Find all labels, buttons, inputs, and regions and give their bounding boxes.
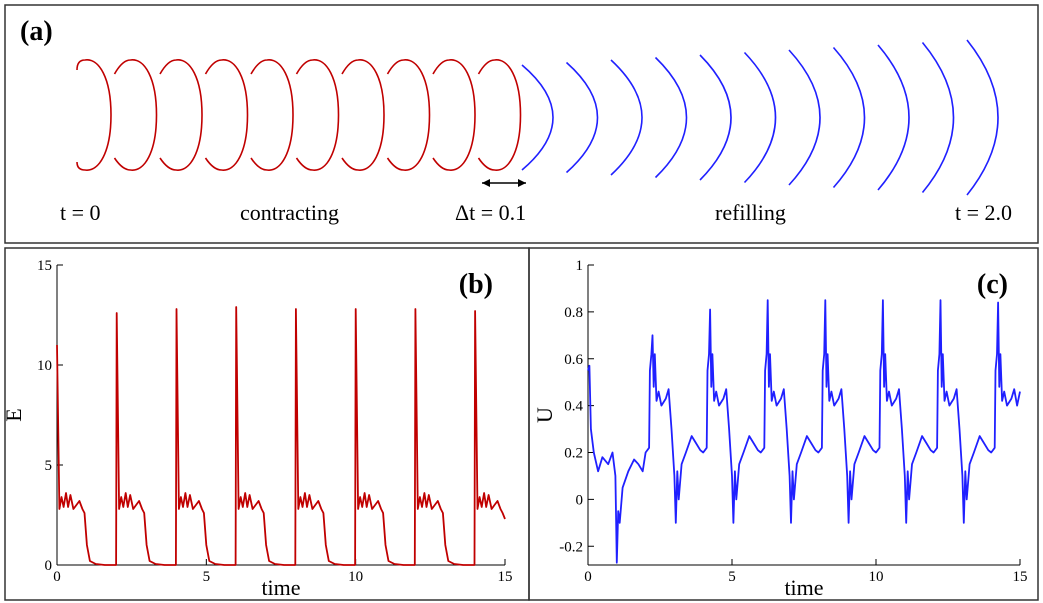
y-tick-label: 0.4 (564, 399, 583, 415)
annotation: Δt = 0.1 (455, 200, 526, 225)
y-tick-label: 0.8 (564, 305, 583, 321)
contracting-shape (386, 59, 431, 171)
y-tick-label: 0 (45, 558, 53, 574)
refilling-shape (877, 44, 910, 191)
annotation: refilling (715, 200, 786, 225)
y-axis-label: E (1, 408, 26, 421)
contracting-shape (432, 59, 476, 171)
refilling-shape (966, 39, 999, 196)
contracting-shape (159, 59, 203, 171)
contracting-shape (477, 59, 522, 171)
y-tick-label: 10 (37, 358, 52, 374)
panel-label: (b) (459, 269, 493, 300)
y-tick-label: 0.2 (564, 446, 583, 462)
contracting-shape (76, 59, 112, 171)
shape-sequence (76, 39, 999, 196)
contracting-shape (295, 59, 340, 171)
x-tick-label: 10 (348, 569, 363, 585)
x-tick-label: 5 (203, 569, 211, 585)
refilling-shape (743, 51, 777, 184)
y-tick-label: 5 (45, 458, 53, 474)
x-axis-label: time (784, 575, 823, 600)
data-line (587, 299, 1021, 564)
refilling-shape (788, 49, 821, 186)
panel-label: (c) (977, 269, 1008, 300)
refilling-shape (699, 54, 732, 181)
x-tick-label: 15 (1013, 569, 1028, 585)
contracting-shape (341, 59, 385, 171)
refilling-shape (521, 64, 554, 171)
refilling-shape (832, 46, 866, 189)
panel-a-frame (4, 4, 1039, 244)
refilling-shape (565, 61, 599, 174)
x-tick-label: 15 (498, 569, 513, 585)
x-tick-label: 10 (869, 569, 884, 585)
x-tick-label: 0 (584, 569, 592, 585)
contracting-shape (250, 59, 294, 171)
panel-label: (a) (20, 16, 53, 47)
contracting-shape (113, 59, 158, 171)
contracting-shape (204, 59, 249, 171)
y-tick-label: 1 (576, 258, 584, 274)
y-tick-label: 0 (576, 492, 584, 508)
panel-c-frame (528, 247, 1039, 601)
annotation: t = 2.0 (955, 200, 1012, 225)
y-tick-label: 15 (37, 258, 52, 274)
annotation: t = 0 (60, 200, 101, 225)
refilling-shape (654, 56, 688, 179)
refilling-shape (610, 59, 643, 176)
x-tick-label: 0 (53, 569, 61, 585)
x-axis-label: time (261, 575, 300, 600)
y-tick-label: -0.2 (559, 539, 583, 555)
refilling-shape (921, 41, 955, 194)
y-axis-label: U (532, 407, 557, 423)
data-line (56, 306, 506, 566)
x-tick-label: 5 (728, 569, 736, 585)
annotation: contracting (240, 200, 339, 225)
y-tick-label: 0.6 (564, 352, 583, 368)
